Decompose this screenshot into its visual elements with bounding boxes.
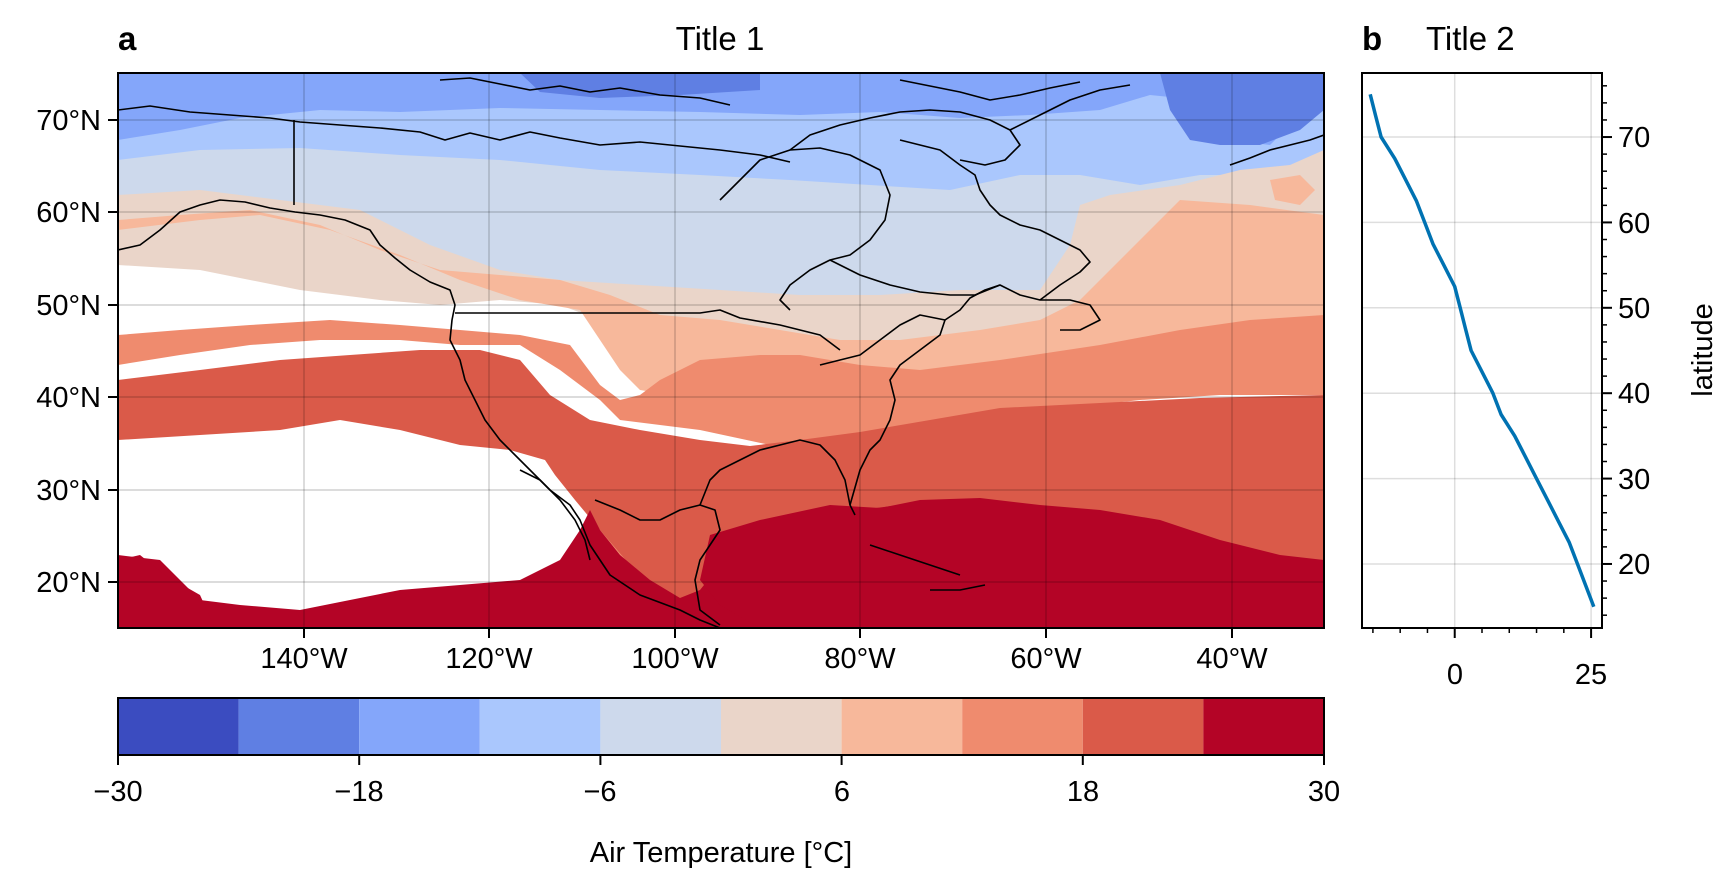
map-x-tick-label: 60°W <box>1010 643 1082 675</box>
map-x-tick-label: 120°W <box>445 643 533 675</box>
band-neutral <box>118 150 1324 370</box>
colorbar-segment <box>721 698 842 755</box>
line-y-axis-label: latitude <box>1687 303 1719 397</box>
map-y-tick-label: 30°N <box>36 475 101 507</box>
band-cool-2 <box>118 73 1324 145</box>
colorbar-segment <box>359 698 480 755</box>
temperature-map <box>118 73 1324 628</box>
band-hot-b <box>700 498 1324 628</box>
colorbar-ticks <box>117 755 1325 765</box>
colorbar-tick-label: 18 <box>1067 776 1099 808</box>
colorbar-segment <box>1203 698 1324 755</box>
band-cold-2 <box>520 73 760 98</box>
map-x-tick-label: 40°W <box>1196 643 1268 675</box>
line-plot-frame <box>1361 72 1603 629</box>
colorbar-tick-label: 30 <box>1308 776 1340 808</box>
panel-a-title: Title 1 <box>676 20 765 57</box>
coastlines <box>118 77 1324 628</box>
colorbar-segment <box>479 698 601 755</box>
colorbar-segment <box>600 698 721 755</box>
line-x-tick-label: 25 <box>1575 659 1607 691</box>
line-y-tick-label: 40 <box>1618 378 1650 410</box>
colorbar-tick-label: −6 <box>583 776 616 808</box>
band-cold <box>1160 73 1324 145</box>
map-ticks <box>108 119 1233 638</box>
line-y-tick-label: 20 <box>1618 549 1650 581</box>
map-y-tick-label: 60°N <box>36 197 101 229</box>
colorbar-tick-label: −30 <box>93 776 142 808</box>
colorbar <box>118 698 1324 755</box>
line-y-tick-label: 30 <box>1618 464 1650 496</box>
map-frame <box>117 72 1325 629</box>
colorbar-segment <box>962 698 1083 755</box>
map-y-tick-label: 40°N <box>36 382 101 414</box>
line-x-tick-label: 0 <box>1447 659 1463 691</box>
panel-b-label: b <box>1362 20 1382 57</box>
map-gridlines <box>118 73 1324 628</box>
map-x-tick-label: 100°W <box>631 643 719 675</box>
line-y-tick-label: 60 <box>1618 208 1650 240</box>
colorbar-segment <box>118 698 239 755</box>
series-line <box>1368 93 1596 608</box>
latitude-profile-plot <box>1362 73 1602 628</box>
panel-b-title: Title 2 <box>1426 20 1515 57</box>
map-y-tick-label: 50°N <box>36 290 101 322</box>
line-y-tick-label: 70 <box>1618 122 1650 154</box>
band-hot-c <box>118 555 215 628</box>
colorbar-segment <box>841 698 963 755</box>
colorbar-segment <box>1082 698 1204 755</box>
colorbar-label: Air Temperature [°C] <box>590 837 853 869</box>
band-warm-1b <box>1270 175 1315 205</box>
line-y-tick-label: 50 <box>1618 293 1650 325</box>
map-x-tick-label: 140°W <box>260 643 348 675</box>
band-mild <box>118 148 1324 300</box>
map-x-tick-label: 80°W <box>824 643 896 675</box>
map-y-tick-label: 20°N <box>36 567 101 599</box>
map-y-tick-label: 70°N <box>36 105 101 137</box>
colorbar-tick-label: −18 <box>334 776 383 808</box>
colorbar-tick-label: 6 <box>834 776 850 808</box>
line-ticks <box>1372 85 1612 638</box>
line-gridlines <box>1362 73 1602 628</box>
panel-a-label: a <box>118 20 137 57</box>
colorbar-frame <box>117 697 1325 756</box>
colorbar-segment <box>238 698 360 755</box>
